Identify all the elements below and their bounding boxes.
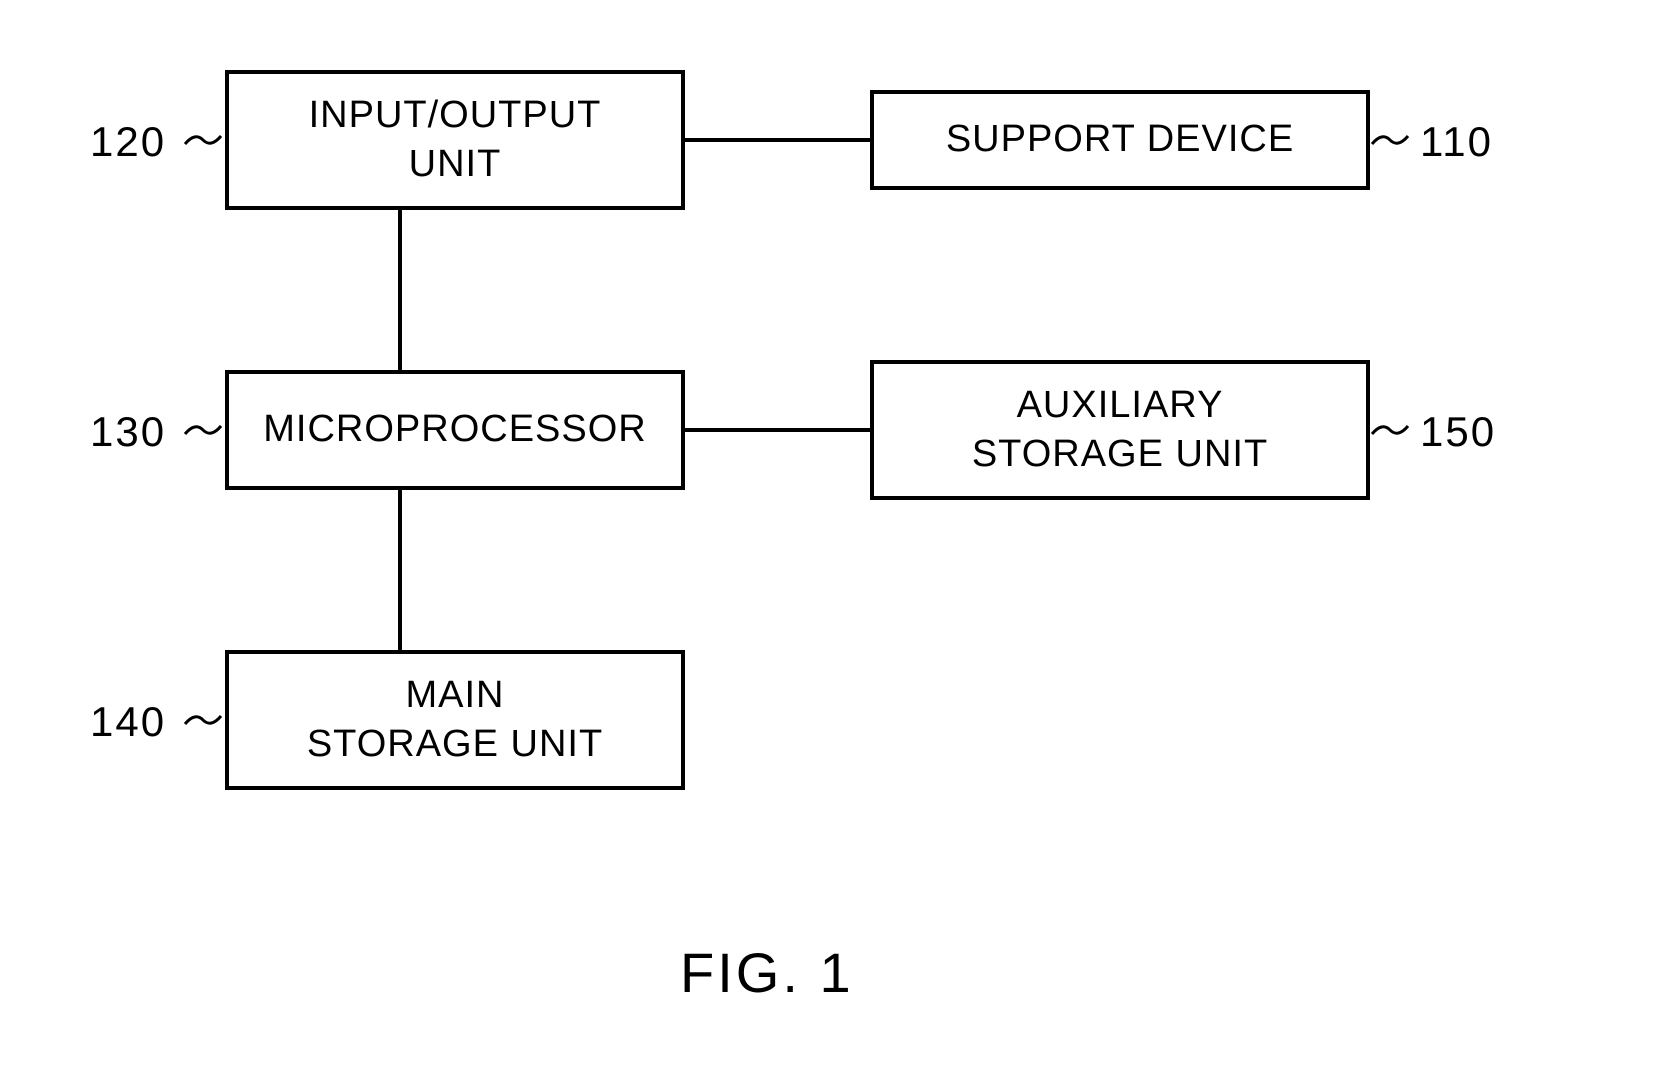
ref-tilde-110 xyxy=(1370,130,1410,150)
ref-label-140: 140 xyxy=(90,698,166,746)
node-io-unit-label: INPUT/OUTPUT UNIT xyxy=(309,91,602,190)
ref-tilde-130 xyxy=(183,420,223,440)
ref-label-120: 120 xyxy=(90,118,166,166)
node-io-unit: INPUT/OUTPUT UNIT xyxy=(225,70,685,210)
node-aux-storage-label: AUXILIARY STORAGE UNIT xyxy=(972,381,1268,480)
edge-io-micro xyxy=(398,210,402,370)
node-support-device-label: SUPPORT DEVICE xyxy=(946,115,1294,164)
ref-label-130: 130 xyxy=(90,408,166,456)
figure-title: FIG. 1 xyxy=(680,940,854,1005)
block-diagram: INPUT/OUTPUT UNIT 120 SUPPORT DEVICE 110… xyxy=(0,0,1678,1071)
ref-label-110: 110 xyxy=(1420,118,1493,166)
ref-tilde-120 xyxy=(183,130,223,150)
edge-micro-main xyxy=(398,490,402,650)
ref-tilde-150 xyxy=(1370,420,1410,440)
node-support-device: SUPPORT DEVICE xyxy=(870,90,1370,190)
ref-label-150: 150 xyxy=(1420,408,1496,456)
ref-tilde-140 xyxy=(183,710,223,730)
edge-io-support xyxy=(685,138,870,142)
node-microprocessor: MICROPROCESSOR xyxy=(225,370,685,490)
edge-micro-aux xyxy=(685,428,870,432)
node-main-storage-label: MAIN STORAGE UNIT xyxy=(307,671,603,770)
node-main-storage: MAIN STORAGE UNIT xyxy=(225,650,685,790)
node-aux-storage: AUXILIARY STORAGE UNIT xyxy=(870,360,1370,500)
node-microprocessor-label: MICROPROCESSOR xyxy=(263,405,646,454)
